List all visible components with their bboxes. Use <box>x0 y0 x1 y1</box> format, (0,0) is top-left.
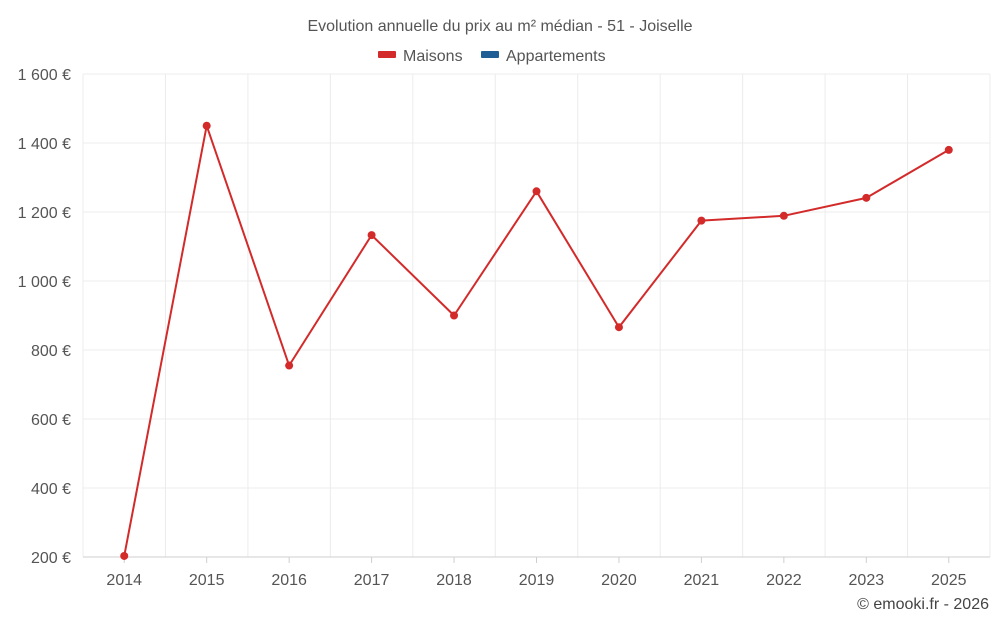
x-tick-label: 2020 <box>601 572 637 589</box>
grid <box>82 73 991 558</box>
x-tick-label: 2019 <box>519 572 555 589</box>
x-tick-label: 2025 <box>931 572 967 589</box>
x-tick-label: 2023 <box>849 572 885 589</box>
data-point-maisons-2018[interactable] <box>450 311 459 320</box>
y-tick-label: 800 € <box>31 343 71 360</box>
data-point-maisons-2017[interactable] <box>367 231 376 240</box>
x-tick-label: 2021 <box>684 572 720 589</box>
legend-label-appartements: Appartements <box>506 48 606 65</box>
legend-item-appartements[interactable]: Appartements <box>481 48 606 65</box>
legend-swatch-maisons <box>378 51 396 58</box>
x-tick-label: 2017 <box>354 572 390 589</box>
x-tick-label: 2014 <box>106 572 142 589</box>
legend-label-maisons: Maisons <box>403 48 463 65</box>
data-point-maisons-2014[interactable] <box>120 551 129 560</box>
y-tick-label: 200 € <box>31 550 71 567</box>
legend-swatch-appartements <box>481 51 499 58</box>
data-point-maisons-2020[interactable] <box>614 323 623 332</box>
y-tick-label: 1 600 € <box>18 67 71 84</box>
y-tick-label: 400 € <box>31 481 71 498</box>
series-layer <box>120 121 953 560</box>
data-point-maisons-2019[interactable] <box>532 187 541 196</box>
data-point-maisons-2023[interactable] <box>862 193 871 202</box>
legend: Maisons Appartements <box>378 48 606 65</box>
x-tick-label: 2022 <box>766 572 802 589</box>
y-axis-ticks: 200 € 400 € 600 € 800 € 1 000 € 1 200 € 1 400 … <box>18 67 71 567</box>
y-tick-label: 1 400 € <box>18 136 71 153</box>
chart-title: Evolution annuelle du prix au m² médian … <box>307 18 692 35</box>
data-point-maisons-2016[interactable] <box>285 361 294 370</box>
data-point-maisons-2021[interactable] <box>697 216 706 225</box>
x-tick-label: 2016 <box>271 572 307 589</box>
data-point-maisons-2022[interactable] <box>779 211 788 220</box>
y-tick-label: 1 000 € <box>18 274 71 291</box>
credit-text: © emooki.fr - 2026 <box>857 596 989 613</box>
data-point-maisons-2025[interactable] <box>944 145 953 154</box>
x-tick-label: 2018 <box>436 572 472 589</box>
x-tick-label: 2015 <box>189 572 225 589</box>
y-tick-label: 1 200 € <box>18 205 71 222</box>
data-point-maisons-2015[interactable] <box>202 121 211 130</box>
legend-item-maisons[interactable]: Maisons <box>378 48 463 65</box>
x-axis-ticks: 2014 2015 2016 2017 2018 2019 2020 2021 2022 2023… <box>106 557 967 589</box>
y-tick-label: 600 € <box>31 412 71 429</box>
